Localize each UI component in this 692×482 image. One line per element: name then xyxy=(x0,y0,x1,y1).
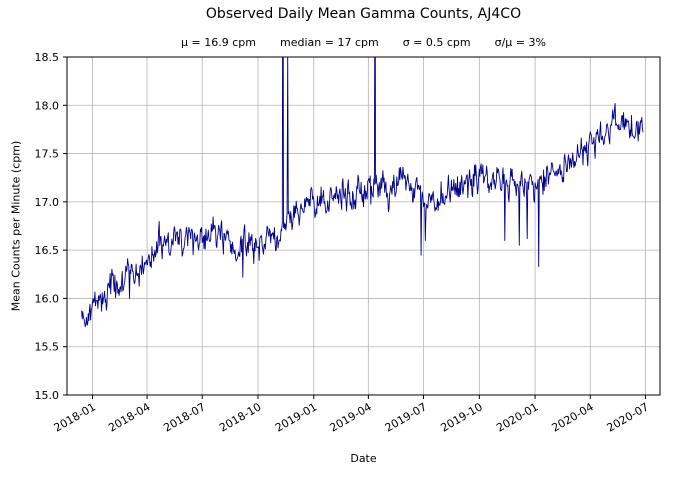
y-tick-label: 16.5 xyxy=(35,244,60,257)
x-tick-label: 2020-04 xyxy=(549,400,595,434)
y-tick-label: 18.5 xyxy=(35,51,60,64)
x-tick-label: 2018-01 xyxy=(52,400,98,434)
x-axis-label: Date xyxy=(350,452,377,465)
x-tick-label: 2018-10 xyxy=(217,400,263,434)
y-axis-label: Mean Counts per Minute (cpm) xyxy=(9,140,23,312)
data-line xyxy=(81,57,644,328)
y-tick-label: 18.0 xyxy=(35,99,60,112)
x-tick-label: 2018-04 xyxy=(106,400,152,434)
chart-subtitle: μ = 16.9 cpm median = 17 cpm σ = 0.5 cpm… xyxy=(67,36,660,49)
chart-title: Observed Daily Mean Gamma Counts, AJ4CO xyxy=(205,6,522,22)
x-tick-label: 2019-10 xyxy=(439,400,485,434)
x-tick-label: 2020-01 xyxy=(494,400,540,434)
x-tick-label: 2018-07 xyxy=(161,400,207,434)
stat-mean: μ = 16.9 cpm xyxy=(181,36,256,49)
stat-sigma-over-mu: σ/μ = 3% xyxy=(494,36,546,49)
y-tick-label: 15.0 xyxy=(35,389,60,402)
x-tick-label: 2019-07 xyxy=(383,400,429,434)
y-tick-label: 15.5 xyxy=(35,341,60,354)
stat-sigma: σ = 0.5 cpm xyxy=(402,36,471,49)
x-tick-label: 2019-04 xyxy=(328,400,374,434)
x-tick-label: 2019-01 xyxy=(273,400,319,434)
plot-border xyxy=(66,56,661,396)
y-tick-label: 16.0 xyxy=(35,292,60,305)
y-tick-label: 17.5 xyxy=(35,148,60,161)
y-tick-label: 17.0 xyxy=(35,196,60,209)
x-tick-label: 2020-07 xyxy=(605,400,651,434)
stat-median: median = 17 cpm xyxy=(280,36,379,49)
